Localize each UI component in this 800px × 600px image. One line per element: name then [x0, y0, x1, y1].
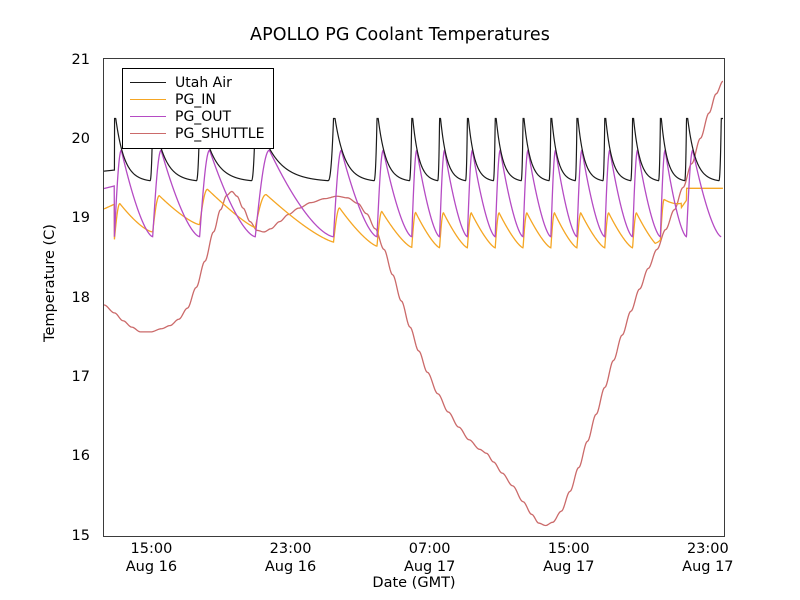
y-tick-label: 16 — [71, 448, 90, 465]
y-tick-label: 18 — [71, 289, 90, 306]
x-tick-time: 23:00 — [269, 541, 312, 557]
legend-item[interactable]: PG_SHUTTLE — [130, 125, 264, 142]
y-tick-label: 21 — [71, 51, 90, 68]
x-axis-title: Date (GMT) — [372, 575, 456, 591]
x-tick-label: 23:00 Aug 16 — [221, 541, 361, 576]
legend-label: PG_OUT — [175, 108, 232, 125]
x-tick-date: Aug 17 — [403, 558, 456, 575]
series-line-pg-shuttle — [104, 80, 723, 527]
chart-title: APOLLO PG Coolant Temperatures — [250, 25, 550, 45]
x-tick-label: 23:00 Aug 17 — [638, 541, 778, 576]
x-tick-label: 15:00 Aug 16 — [81, 541, 221, 576]
legend-item[interactable]: Utah Air — [130, 74, 264, 91]
legend-color-swatch — [130, 116, 166, 117]
legend-color-swatch — [130, 82, 166, 83]
x-tick-date: Aug 17 — [682, 558, 734, 575]
x-tick-time: 07:00 — [408, 541, 451, 557]
x-tick-label: 15:00 Aug 17 — [499, 541, 639, 576]
legend-label: Utah Air — [175, 74, 232, 91]
x-tick-time: 15:00 — [547, 541, 590, 557]
x-tick-label: 07:00 Aug 17 — [360, 541, 500, 576]
y-tick-label: 17 — [71, 368, 90, 385]
legend-item[interactable]: PG_OUT — [130, 108, 264, 125]
series-line-pg-in — [104, 187, 723, 249]
legend-label: PG_IN — [175, 91, 216, 108]
legend-item[interactable]: PG_IN — [130, 91, 264, 108]
legend-color-swatch — [130, 133, 166, 134]
x-tick-time: 15:00 — [130, 541, 173, 557]
x-tick-time: 23:00 — [686, 541, 729, 557]
series-line-pg-out — [104, 148, 722, 238]
legend-color-swatch — [130, 99, 166, 100]
y-tick-label: 15 — [71, 527, 90, 544]
chart-legend: Utah Air PG_IN PG_OUT PG_SHUTTLE — [122, 68, 275, 149]
legend-label: PG_SHUTTLE — [175, 125, 265, 142]
x-tick-date: Aug 16 — [125, 558, 178, 575]
y-tick-label: 19 — [71, 210, 90, 227]
x-tick-date: Aug 16 — [264, 558, 317, 575]
x-tick-date: Aug 17 — [543, 558, 595, 575]
y-tick-label: 20 — [71, 130, 90, 147]
